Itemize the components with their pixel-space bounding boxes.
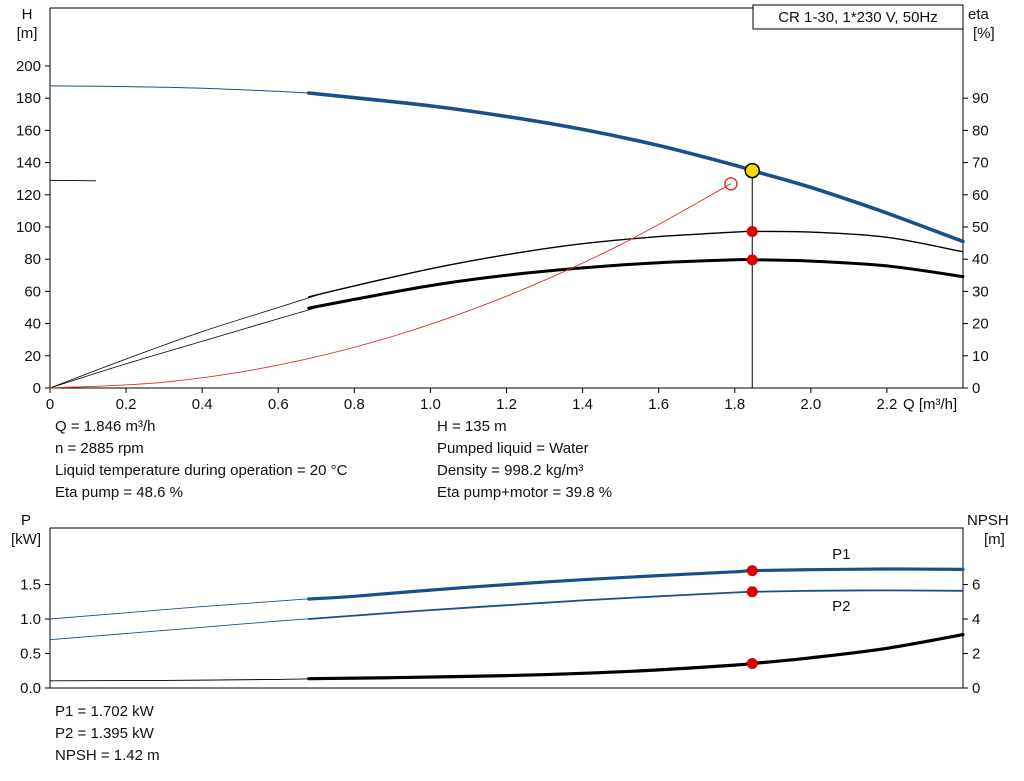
p1-series-label: P1 xyxy=(832,546,850,563)
p1-curve-lead xyxy=(49,597,325,620)
right-tick-label: 0 xyxy=(972,680,980,697)
x-tick-label: 2.0 xyxy=(800,396,821,413)
duty-point-marker xyxy=(744,162,760,179)
eta-pump-duty-dot xyxy=(746,225,758,237)
x-tick-label: 1.6 xyxy=(648,396,669,413)
left-tick-label: 140 xyxy=(16,155,41,172)
q-axis-label: Q [m³/h] xyxy=(903,396,957,413)
info-density: Density = 998.2 kg/m³ xyxy=(437,462,583,479)
right-tick-label: 90 xyxy=(972,90,989,107)
npsh-duty-dot xyxy=(746,658,758,670)
left-tick-label: 80 xyxy=(24,251,41,268)
left-tick-label: 1.0 xyxy=(20,611,41,628)
power-info-block: P1 = 1.702 kW P2 = 1.395 kW NPSH = 1.42 … xyxy=(55,703,160,764)
p1-curve xyxy=(307,567,965,601)
left-tick-label: 1.5 xyxy=(20,577,41,594)
right-tick-label: 10 xyxy=(972,348,989,365)
left-tick-label: 120 xyxy=(16,187,41,204)
right-tick-label: 60 xyxy=(972,187,989,204)
left-tick-label: 60 xyxy=(24,283,41,300)
right-tick-label: 4 xyxy=(972,611,980,628)
h-axis-unit: [m] xyxy=(17,25,38,42)
left-tick-label: 180 xyxy=(16,90,41,107)
npsh-curve xyxy=(307,633,965,681)
left-tick-label: 40 xyxy=(24,316,41,333)
x-tick-label: 0.8 xyxy=(344,396,365,413)
h-curve xyxy=(306,91,965,244)
info-eta-pump-motor: Eta pump+motor = 39.8 % xyxy=(437,484,612,501)
h-axis-title: H xyxy=(22,6,33,23)
right-tick-label: 2 xyxy=(972,646,980,663)
eta-pump-motor-curve-lead xyxy=(49,305,325,389)
left-tick-label: 160 xyxy=(16,122,41,139)
left-tick-label: 20 xyxy=(24,348,41,365)
x-tick-label: 1.4 xyxy=(572,396,593,413)
info-npsh: NPSH = 1.42 m xyxy=(55,747,160,764)
info-q: Q = 1.846 m³/h xyxy=(55,418,155,435)
npsh-axis-unit: [m] xyxy=(984,531,1005,548)
p2-curve-lead xyxy=(49,617,325,641)
right-tick-label: 30 xyxy=(972,283,989,300)
info-speed: n = 2885 rpm xyxy=(55,440,144,457)
npsh-curve-lead xyxy=(49,678,325,682)
right-tick-label: 50 xyxy=(972,219,989,236)
p-npsh-chart: 0.0 0.5 1.0 1.5 0 2 4 6 P1 P2 xyxy=(20,527,980,697)
h-curve-lead xyxy=(49,85,325,95)
left-tick-label: 0 xyxy=(33,380,41,397)
p1-duty-dot xyxy=(746,565,758,577)
x-tick-label: 0 xyxy=(46,396,54,413)
system-curve xyxy=(49,183,732,389)
left-tick-label: 0.0 xyxy=(20,680,41,697)
p-axis-title: P xyxy=(21,512,31,529)
x-tick-label: 0.4 xyxy=(192,396,213,413)
right-tick-label: 0 xyxy=(972,380,980,397)
right-tick-label: 20 xyxy=(972,316,989,333)
x-tick-label: 0.6 xyxy=(268,396,289,413)
x-tick-label: 1.2 xyxy=(496,396,517,413)
eta-pump-motor-duty-dot xyxy=(746,254,758,266)
eta-axis-unit: [%] xyxy=(973,25,995,42)
left-tick-label: 100 xyxy=(16,219,41,236)
eta-pump-curve-lead xyxy=(49,292,325,389)
p2-curve xyxy=(307,589,964,620)
p-npsh-frame xyxy=(49,527,964,689)
info-p2: P2 = 1.395 kW xyxy=(55,725,155,742)
duty-info-block: Q = 1.846 m³/h n = 2885 rpm Liquid tempe… xyxy=(55,418,612,501)
x-tick-label: 0.2 xyxy=(116,396,137,413)
right-tick-label: 6 xyxy=(972,577,980,594)
right-tick-label: 70 xyxy=(972,155,989,172)
eta-axis-title: eta xyxy=(968,6,990,23)
x-tick-label: 2.2 xyxy=(876,396,897,413)
qh-eta-chart: 0 0.2 0.4 0.6 0.8 1.0 1.2 1.4 1.6 1.8 2.0 2.2 0 20 40 6… xyxy=(16,7,989,413)
info-p1: P1 = 1.702 kW xyxy=(55,703,155,720)
x-tick-label: 1.0 xyxy=(420,396,441,413)
pump-title-box-frame xyxy=(752,4,964,30)
p2-duty-dot xyxy=(746,586,758,598)
info-h: H = 135 m xyxy=(437,418,507,435)
p-axis-unit: [kW] xyxy=(11,531,41,548)
eta-pump-curve xyxy=(308,230,964,298)
info-pumped-liquid: Pumped liquid = Water xyxy=(437,440,589,457)
eta-pump-motor-curve xyxy=(307,258,965,310)
right-tick-label: 80 xyxy=(972,122,989,139)
info-eta-pump: Eta pump = 48.6 % xyxy=(55,484,183,501)
system-open-ring xyxy=(724,177,738,191)
x-tick-label: 1.8 xyxy=(724,396,745,413)
p2-series-label: P2 xyxy=(832,598,850,615)
qh-eta-frame xyxy=(49,7,964,389)
left-tick-label: 200 xyxy=(16,58,41,75)
pump-title: CR 1-30, 1*230 V, 50Hz xyxy=(778,9,938,26)
left-edge-segment xyxy=(49,179,97,182)
pump-title-box: CR 1-30, 1*230 V, 50Hz xyxy=(752,4,964,30)
npsh-axis-title: NPSH xyxy=(967,512,1009,529)
info-liquid-temp: Liquid temperature during operation = 20… xyxy=(55,462,348,479)
right-tick-label: 40 xyxy=(972,251,989,268)
left-tick-label: 0.5 xyxy=(20,646,41,663)
